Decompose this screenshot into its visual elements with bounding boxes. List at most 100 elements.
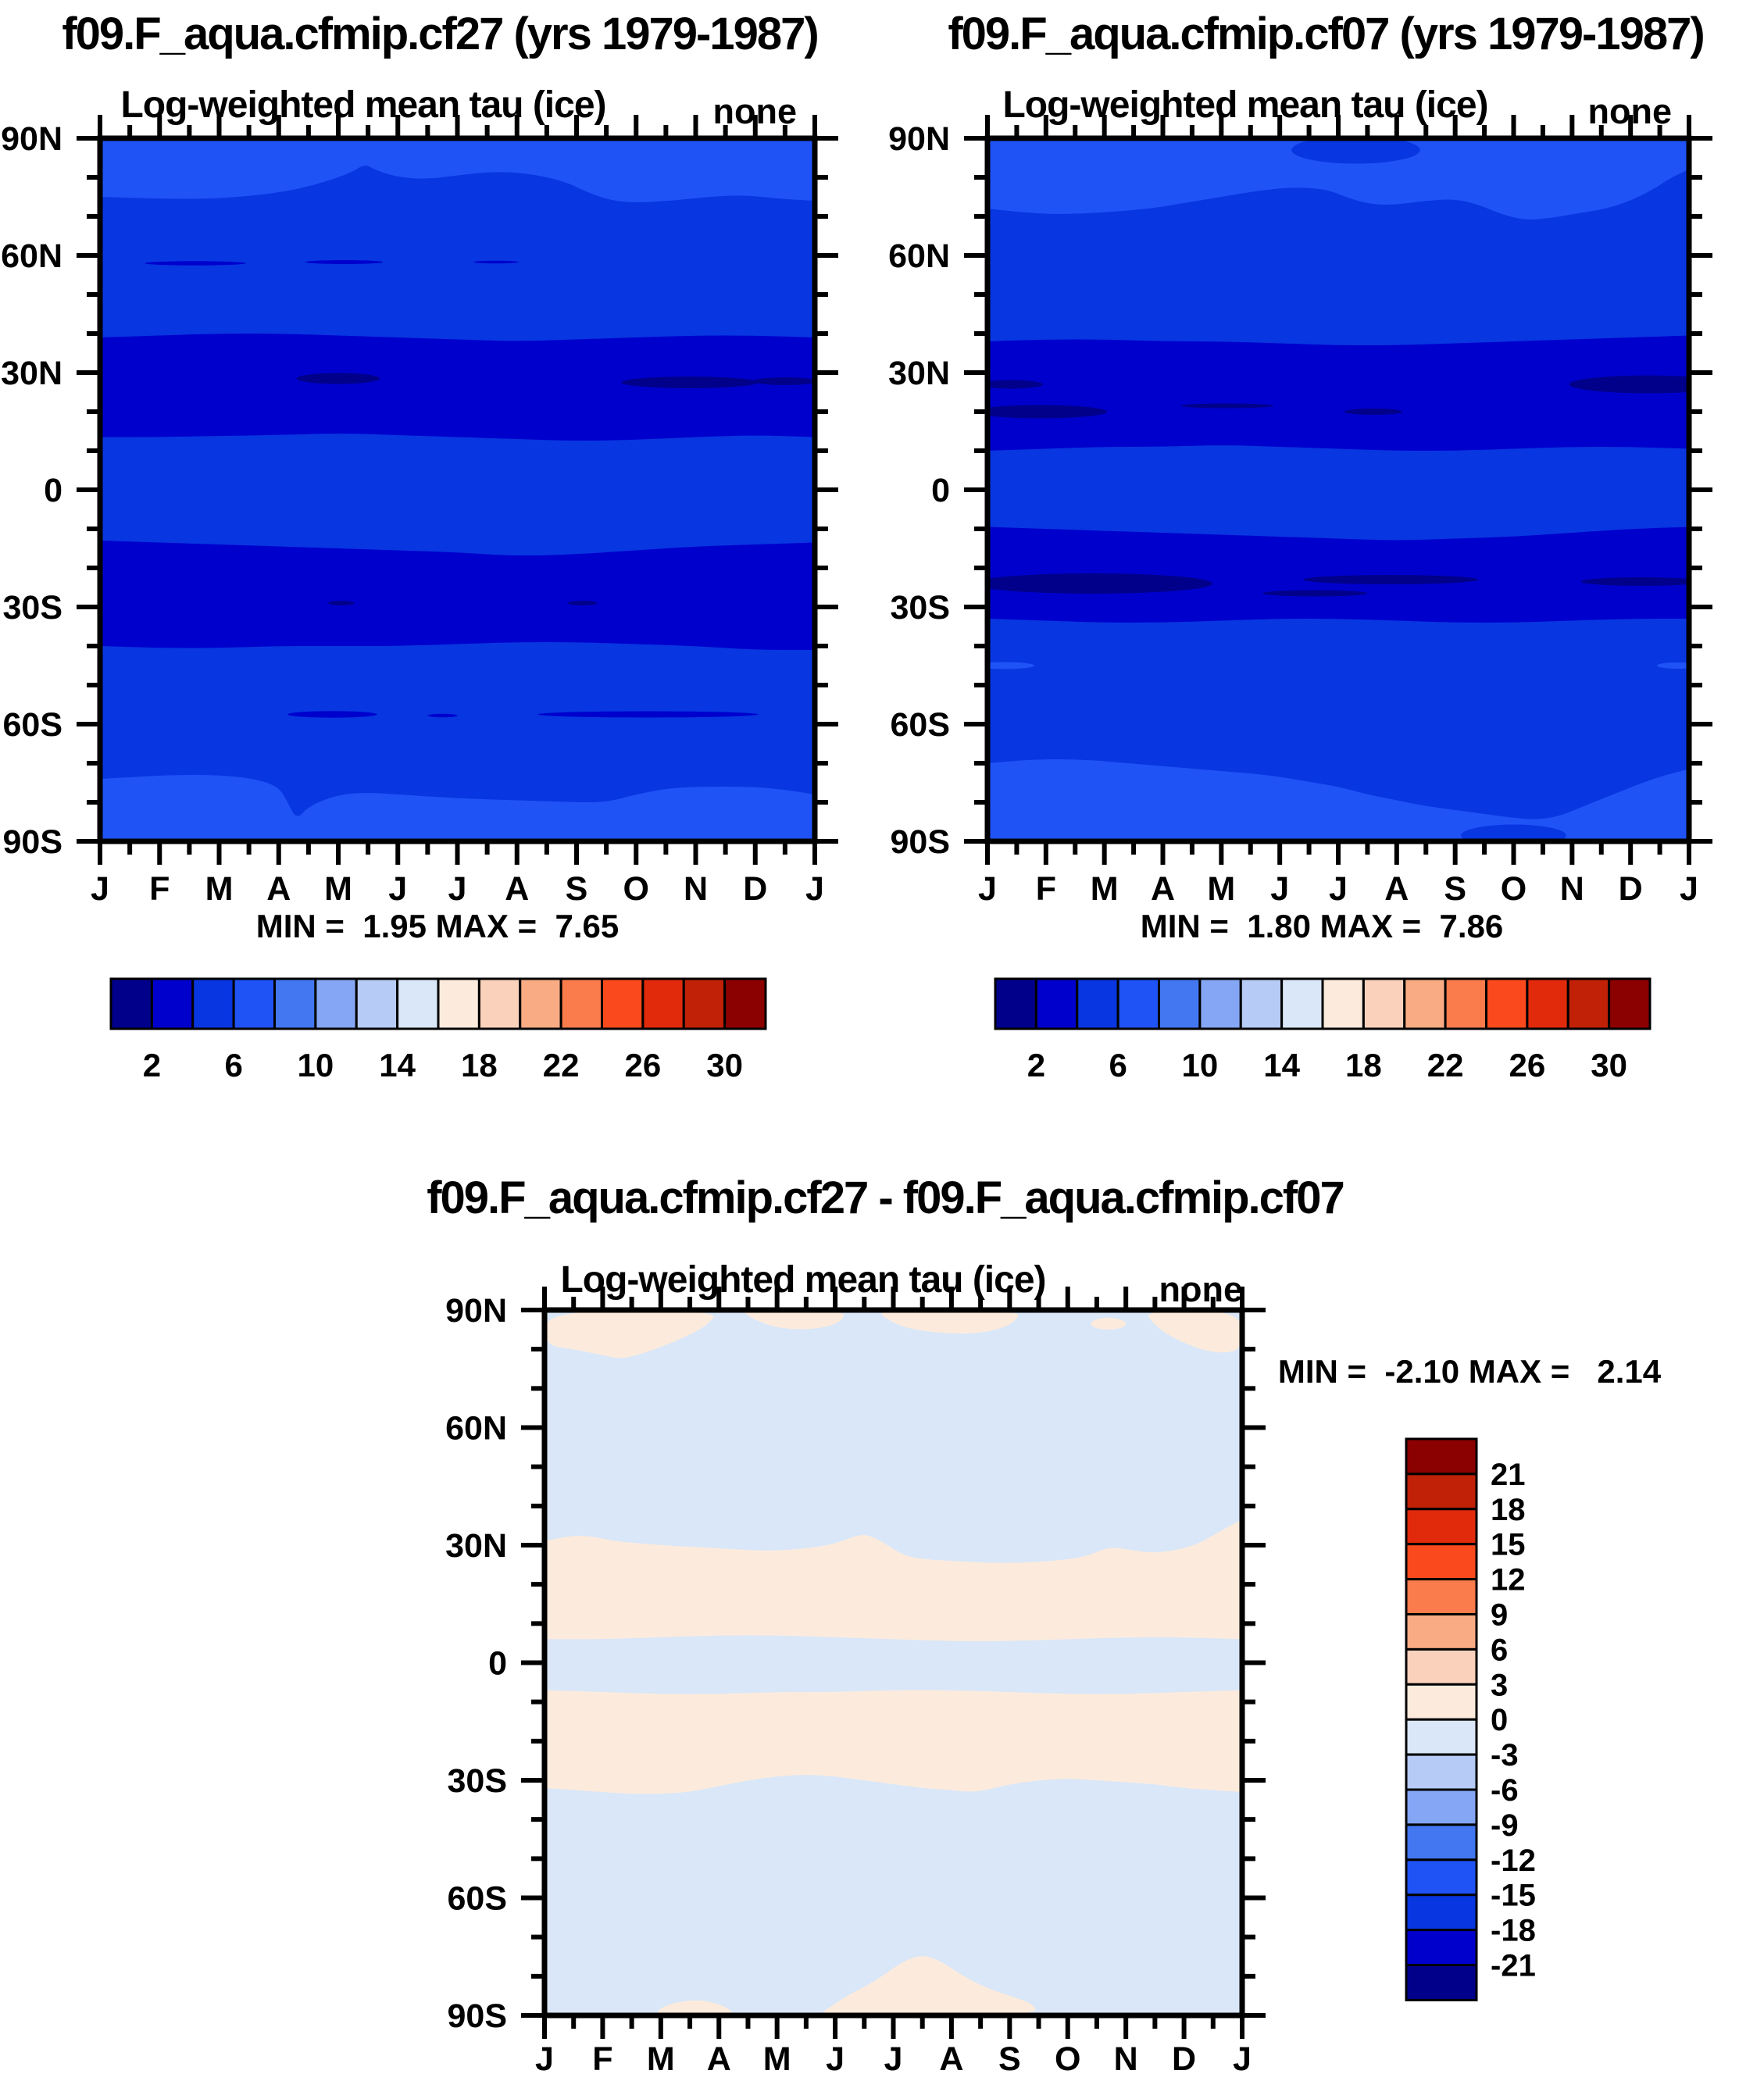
cf07-colorbar-seg-2 xyxy=(1076,977,1119,1030)
cf27-band-2 xyxy=(100,334,815,441)
cf27-colorbar-seg-1 xyxy=(150,977,195,1030)
diff-patch-5 xyxy=(657,2000,732,2015)
cf27-lat-label-60N: 60N xyxy=(1,237,62,275)
diff-month-label-10: N xyxy=(1114,2040,1138,2074)
diff-month-label-5: J xyxy=(826,2040,845,2074)
cf27-colorbar-seg-3 xyxy=(232,977,276,1030)
cf07-colorbar-label-2: 2 xyxy=(1027,1047,1045,1083)
diff-colorbar-seg-6 xyxy=(1405,1647,1478,1686)
cf27-blob-3 xyxy=(328,601,355,605)
cf07-colorbar-label-22: 22 xyxy=(1427,1047,1464,1083)
diff-patch-1 xyxy=(745,1310,845,1330)
diff-colorbar-label--18: -18 xyxy=(1491,1914,1536,1948)
cf07-month-label-11: D xyxy=(1619,870,1643,908)
cf07-month-label-7: A xyxy=(1384,870,1409,908)
cf07-colorbar-seg-15 xyxy=(1608,977,1652,1030)
cf27-blob-10 xyxy=(537,711,759,718)
diff-colorbar-label-12: 12 xyxy=(1491,1563,1526,1597)
diff-colorbar-label--6: -6 xyxy=(1491,1773,1519,1808)
diff-colorbar-label--15: -15 xyxy=(1491,1879,1536,1913)
cf27-month-label-7: A xyxy=(505,870,529,908)
cf27-field-background xyxy=(100,138,815,841)
diff-colorbar-seg-11 xyxy=(1405,1823,1478,1862)
cf27-colorbar-label-18: 18 xyxy=(461,1047,498,1083)
cf07-colorbar-seg-6 xyxy=(1239,977,1284,1030)
cf27-colorbar-seg-9 xyxy=(477,977,522,1030)
cf07-colorbar-seg-3 xyxy=(1116,977,1160,1030)
diff-units-label: none xyxy=(1159,1269,1244,1309)
cf27-month-label-4: M xyxy=(324,870,352,908)
cf27-blob-8 xyxy=(287,711,377,718)
cf07-month-label-9: O xyxy=(1501,870,1527,908)
cf07-lat-label-90S: 90S xyxy=(890,823,950,861)
cf07-lat-label-60N: 60N xyxy=(888,237,950,275)
cf27-band-0 xyxy=(100,138,815,202)
diff-colorbar-seg-9 xyxy=(1405,1753,1478,1791)
cf07-colorbar-label-10: 10 xyxy=(1182,1047,1219,1083)
cf27-colorbar-label-30: 30 xyxy=(706,1047,743,1083)
cf27-colorbar-seg-14 xyxy=(682,977,727,1030)
diff-colorbar-seg-3 xyxy=(1405,1543,1478,1581)
diff-colorbar-label-18: 18 xyxy=(1491,1493,1526,1527)
diff-colorbar-label-3: 3 xyxy=(1491,1668,1508,1702)
cf07-colorbar: 2 6 10 14 18 22 26 30 xyxy=(994,977,1652,1083)
cf07-blob-9 xyxy=(987,573,1213,594)
diff-axis-ticks xyxy=(521,1287,1266,2039)
cf07-month-label-8: S xyxy=(1444,870,1466,908)
cf27-month-label-9: O xyxy=(623,870,649,908)
cf07-blob-12 xyxy=(1580,577,1689,586)
cf07-month-label-12: J xyxy=(1680,870,1698,908)
diff-month-label-8: S xyxy=(998,2040,1021,2074)
cf27-month-label-10: N xyxy=(684,870,708,908)
cf07-blob-10 xyxy=(1262,590,1368,597)
cf07-field-background xyxy=(987,138,1689,841)
cf27-colorbar-seg-4 xyxy=(273,977,317,1030)
cf07-blob-4 xyxy=(987,380,1044,389)
cf07-colorbar-seg-4 xyxy=(1158,977,1202,1030)
cf27-colorbar-seg-8 xyxy=(437,977,480,1030)
cf27-blob-2 xyxy=(752,377,815,385)
cf07-blob-1 xyxy=(1461,824,1566,841)
cf27-colorbar-seg-13 xyxy=(641,977,685,1030)
cf27-band-3 xyxy=(100,541,815,650)
cf07-colorbar-seg-14 xyxy=(1566,977,1611,1030)
cf27-month-label-12: J xyxy=(805,870,824,908)
diff-month-label-6: J xyxy=(884,2040,903,2074)
cf07-month-label-2: M xyxy=(1091,870,1119,908)
cf07-blob-0 xyxy=(1291,138,1420,164)
cf07-colorbar-seg-7 xyxy=(1280,977,1324,1030)
diff-colorbar-seg-5 xyxy=(1405,1613,1478,1651)
cf27-colorbar-label-14: 14 xyxy=(379,1047,416,1083)
diff-colorbar-seg-4 xyxy=(1405,1578,1478,1615)
cf07-colorbar-seg-12 xyxy=(1485,977,1529,1030)
diff-colorbar-label-6: 6 xyxy=(1491,1633,1508,1667)
cf07-lat-label-60S: 60S xyxy=(890,706,950,744)
cf07-axis-ticks xyxy=(964,115,1712,865)
cf07-blob-5 xyxy=(987,405,1108,419)
diff-colorbar-seg-2 xyxy=(1405,1508,1478,1546)
cf27-lat-label-0: 0 xyxy=(44,472,62,509)
diff-patch-4 xyxy=(823,1956,1036,2015)
cf07-title: f09.F_aqua.cfmip.cf07 (yrs 1979-1987) xyxy=(948,9,1703,59)
diff-colorbar-seg-14 xyxy=(1405,1929,1478,1967)
diff-colorbar-label--9: -9 xyxy=(1491,1808,1519,1843)
diff-band-1 xyxy=(545,1690,1242,1794)
cf27-colorbar-seg-5 xyxy=(314,977,358,1030)
cf07-colorbar-label-30: 30 xyxy=(1591,1047,1627,1083)
cf27-month-label-1: F xyxy=(149,870,170,908)
cf07-band-1 xyxy=(987,759,1689,841)
cf27-subtitle: Log-weighted mean tau (ice) xyxy=(120,84,605,126)
diff-patch-3 xyxy=(1148,1310,1242,1353)
diff-month-label-2: M xyxy=(647,2040,675,2074)
diff-lat-label-90N: 90N xyxy=(445,1292,507,1330)
diff-colorbar-label--12: -12 xyxy=(1491,1844,1536,1878)
cf07-lat-label-90N: 90N xyxy=(888,120,950,158)
diff-colorbar-seg-12 xyxy=(1405,1858,1478,1897)
cf27-minmax-text: MIN = 1.95 MAX = 7.65 xyxy=(256,908,620,944)
cf27-title: f09.F_aqua.cfmip.cf27 (yrs 1979-1987) xyxy=(62,9,817,59)
diff-lat-label-90S: 90S xyxy=(447,1997,507,2035)
cf27-blob-6 xyxy=(305,260,384,264)
cf07-colorbar-label-14: 14 xyxy=(1263,1047,1300,1083)
cf07-units-label: none xyxy=(1588,91,1673,131)
